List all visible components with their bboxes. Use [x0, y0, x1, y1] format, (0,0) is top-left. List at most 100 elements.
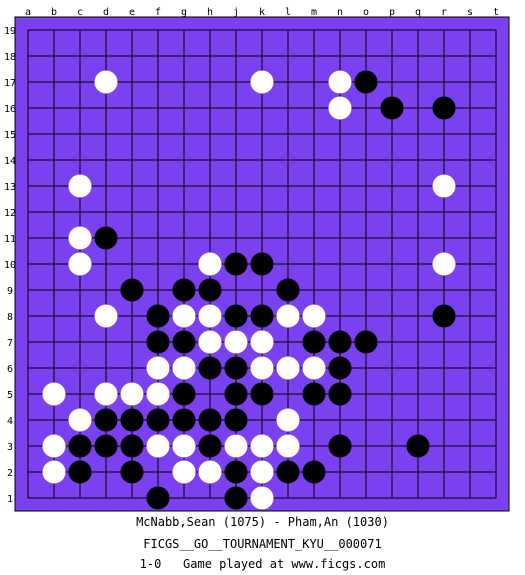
black-stone [250, 252, 274, 276]
white-stone [224, 434, 248, 458]
white-stone [42, 382, 66, 406]
row-label: 9 [7, 286, 13, 297]
white-stone [276, 356, 300, 380]
black-stone [354, 70, 378, 94]
tournament-line: FICGS__GO__TOURNAMENT_KYU__000071 [143, 537, 382, 551]
white-stone [198, 330, 222, 354]
black-stone [302, 460, 326, 484]
column-label: p [389, 7, 395, 18]
column-label: h [207, 7, 213, 18]
black-stone [172, 330, 196, 354]
white-stone [68, 226, 92, 250]
black-stone [94, 408, 118, 432]
black-stone [328, 356, 352, 380]
column-label: e [129, 7, 135, 18]
row-label: 12 [4, 208, 16, 219]
black-stone [198, 408, 222, 432]
black-stone [94, 226, 118, 250]
column-label: d [103, 7, 109, 18]
black-stone [224, 356, 248, 380]
row-label: 14 [4, 156, 16, 167]
white-stone [94, 304, 118, 328]
row-label: 7 [7, 338, 13, 349]
column-label: j [233, 7, 239, 18]
white-stone [276, 304, 300, 328]
black-stone [354, 330, 378, 354]
black-stone [146, 304, 170, 328]
white-stone [250, 356, 274, 380]
row-label: 3 [7, 442, 13, 453]
black-stone [328, 434, 352, 458]
column-label: o [363, 7, 369, 18]
white-stone [68, 174, 92, 198]
white-stone [120, 382, 144, 406]
black-stone [406, 434, 430, 458]
column-label: n [337, 7, 343, 18]
column-label: g [181, 7, 187, 18]
white-stone [224, 330, 248, 354]
black-stone [146, 486, 170, 510]
column-label: q [415, 7, 421, 18]
white-stone [146, 356, 170, 380]
white-stone [68, 408, 92, 432]
black-stone [146, 408, 170, 432]
black-stone [328, 330, 352, 354]
white-stone [94, 70, 118, 94]
row-label: 15 [4, 130, 16, 141]
white-stone [42, 460, 66, 484]
column-label: m [311, 7, 317, 18]
white-stone [172, 460, 196, 484]
black-stone [224, 460, 248, 484]
black-stone [120, 434, 144, 458]
go-board: a b c d e f g h j k l m n o p q r s t191817161514131211109… [4, 7, 510, 512]
white-stone [198, 252, 222, 276]
white-stone [328, 96, 352, 120]
white-stone [198, 304, 222, 328]
black-stone [68, 460, 92, 484]
black-stone [172, 408, 196, 432]
white-stone [250, 460, 274, 484]
black-stone [380, 96, 404, 120]
white-stone [302, 356, 326, 380]
column-label: k [259, 7, 265, 18]
white-stone [250, 486, 274, 510]
go-board-area: a b c d e f g h j k l m n o p q r s t 19 18 17 16 15 14 13 12 11 10 9… [4, 7, 510, 512]
white-stone [250, 434, 274, 458]
column-label: c [77, 7, 83, 18]
row-label: 10 [4, 260, 16, 271]
black-stone [146, 330, 170, 354]
white-stone [42, 434, 66, 458]
white-stone [68, 252, 92, 276]
white-stone [94, 382, 118, 406]
row-label: 19 [4, 26, 16, 37]
players-line: McNabb,Sean (1075) - Pham,An (1030) [136, 515, 389, 529]
black-stone [328, 382, 352, 406]
black-stone [224, 408, 248, 432]
black-stone [432, 304, 456, 328]
black-stone [120, 278, 144, 302]
white-stone [328, 70, 352, 94]
white-stone [432, 252, 456, 276]
white-stone [146, 434, 170, 458]
black-stone [68, 434, 92, 458]
row-label: 1 [7, 494, 13, 505]
white-stone [432, 174, 456, 198]
black-stone [250, 382, 274, 406]
black-stone [250, 304, 274, 328]
black-stone [302, 382, 326, 406]
black-stone [198, 356, 222, 380]
row-label: 6 [7, 364, 13, 375]
white-stone [276, 434, 300, 458]
black-stone [276, 278, 300, 302]
row-label: 17 [4, 78, 16, 89]
white-stone [250, 70, 274, 94]
black-stone [224, 252, 248, 276]
black-stone [172, 382, 196, 406]
column-label: a [25, 7, 31, 18]
row-label: 2 [7, 468, 13, 479]
column-label: s [467, 7, 473, 18]
black-stone [94, 434, 118, 458]
black-stone [276, 460, 300, 484]
black-stone [224, 382, 248, 406]
white-stone [172, 304, 196, 328]
